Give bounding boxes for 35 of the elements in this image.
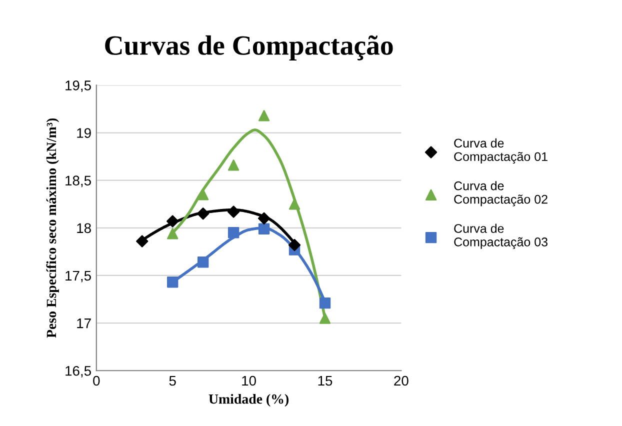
- y-tick-label: 17: [77, 318, 91, 328]
- point: [166, 215, 179, 228]
- point: [228, 227, 240, 238]
- point: [136, 235, 148, 248]
- y-tick-label: 18,5: [66, 176, 91, 188]
- x-tick-label: 20: [394, 376, 408, 386]
- point: [228, 160, 240, 171]
- y-axis-title: Peso Específico seco máximo (kN/m³): [46, 118, 59, 338]
- x-tick-label: 5: [169, 376, 176, 386]
- point: [288, 198, 300, 210]
- x-tick-label: 10: [242, 376, 256, 386]
- x-axis-title: Umidade (%): [208, 394, 289, 407]
- point: [319, 297, 331, 309]
- y-tick-label: 18: [77, 223, 91, 234]
- legend-label: Curva de Compactação 02: [454, 181, 548, 206]
- point: [197, 189, 209, 200]
- point: [167, 276, 178, 288]
- point: [288, 238, 301, 252]
- point: [197, 256, 209, 268]
- point: [167, 228, 178, 240]
- legend-label: Curva de Compactação 01: [454, 138, 548, 164]
- point: [258, 212, 270, 224]
- chart-title: Curvas de Compactação: [105, 35, 393, 61]
- x-tick-label: 15: [318, 376, 332, 386]
- y-tick-label: 19,5: [66, 80, 91, 92]
- point: [258, 223, 270, 234]
- point: [319, 312, 331, 324]
- y-tick-label: 17,5: [66, 270, 91, 282]
- x-tick-label: 0: [93, 376, 100, 386]
- point: [197, 208, 210, 220]
- point: [258, 110, 270, 122]
- y-tick-label: 19: [77, 128, 91, 138]
- legend-label: Curva de Compactação 03: [454, 224, 548, 249]
- point: [227, 206, 240, 218]
- y-tick-label: 16,5: [66, 366, 91, 378]
